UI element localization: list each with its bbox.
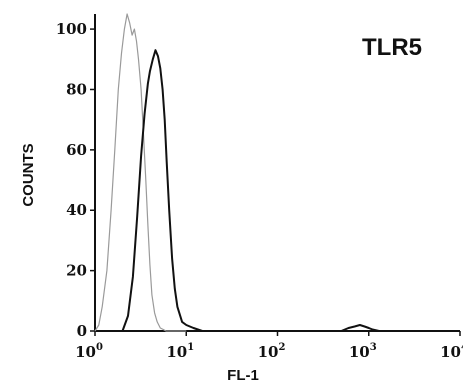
x-tick-base: 10 bbox=[75, 343, 96, 361]
y-tick-label: 40 bbox=[66, 201, 87, 219]
x-tick-label: 100 bbox=[75, 342, 103, 361]
y-axis-ticks: 0 20 40 60 80 100 bbox=[56, 20, 95, 340]
x-tick-exponent: 0 bbox=[96, 342, 103, 353]
x-tick-base: 10 bbox=[440, 343, 461, 361]
series-line-1 bbox=[94, 13, 187, 332]
x-axis-title: FL-1 bbox=[227, 367, 259, 384]
chart-title: TLR5 bbox=[362, 34, 422, 61]
y-tick-label: 80 bbox=[66, 80, 87, 98]
x-tick-base: 10 bbox=[166, 343, 187, 361]
y-tick-label: 20 bbox=[66, 262, 87, 280]
x-tick-base: 10 bbox=[349, 343, 370, 361]
x-tick-exponent: 3 bbox=[370, 342, 377, 353]
x-tick-label: 104 bbox=[440, 342, 463, 361]
y-tick-label: 60 bbox=[66, 141, 87, 159]
y-axis-title: COUNTS bbox=[20, 143, 37, 206]
x-tick-label: 103 bbox=[349, 342, 377, 361]
series-line-2 bbox=[121, 49, 380, 332]
x-tick-exponent: 2 bbox=[278, 342, 285, 353]
x-tick-base: 10 bbox=[258, 343, 279, 361]
x-tick-label: 102 bbox=[258, 342, 286, 361]
x-tick-exponent: 1 bbox=[187, 342, 194, 353]
y-tick-label: 100 bbox=[56, 20, 87, 38]
x-axis-ticks: 100101102103104 bbox=[75, 331, 463, 361]
x-tick-label: 101 bbox=[166, 342, 194, 361]
series-layer bbox=[94, 13, 380, 332]
x-tick-exponent: 4 bbox=[461, 342, 463, 353]
y-tick-label: 0 bbox=[77, 322, 87, 340]
